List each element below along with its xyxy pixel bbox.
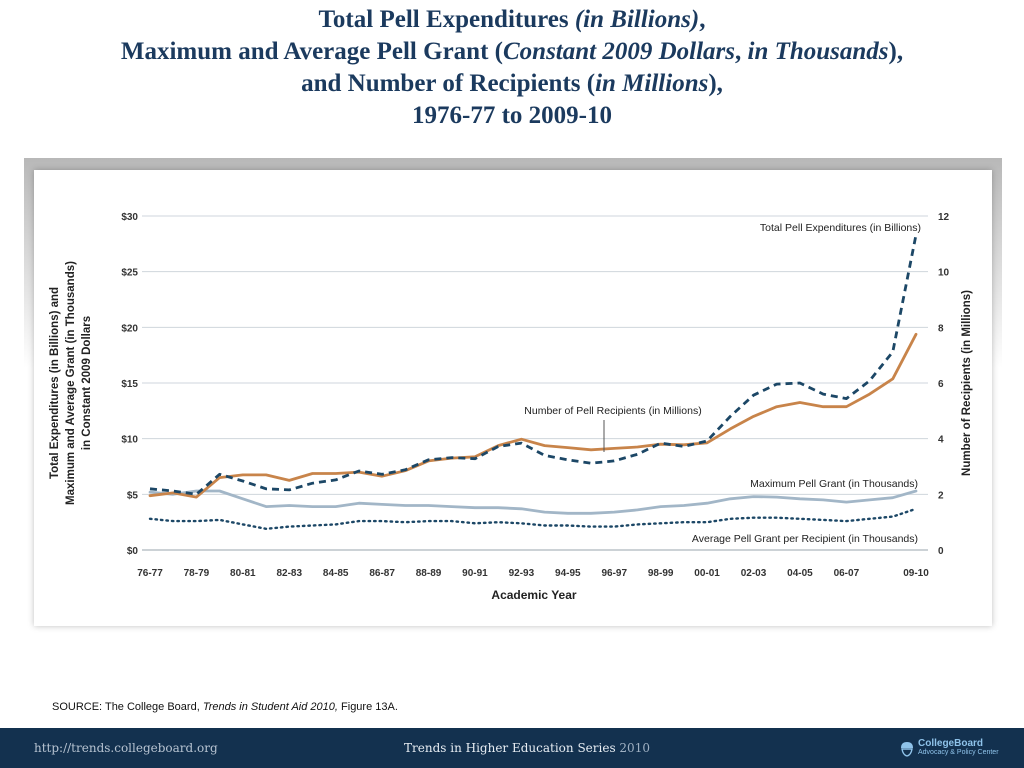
x-tick-label: 94-95 xyxy=(555,568,581,579)
y-right-tick-label: 2 xyxy=(938,490,944,501)
title-text: ), xyxy=(888,38,904,65)
y-right-tick-label: 10 xyxy=(938,268,950,279)
title-text: in Thousands xyxy=(747,38,889,65)
total-expenditures-line xyxy=(149,234,918,496)
y-right-axis-title: Number of Recipients (in Millions) xyxy=(961,290,973,476)
y-left-axis-title: Maximum and Average Grant (in Thousands) xyxy=(65,261,77,505)
source-text: SOURCE: The College Board, xyxy=(52,701,203,713)
x-tick-label: 76-77 xyxy=(137,568,163,579)
title-text: , xyxy=(699,6,706,33)
y-left-tick-label: $10 xyxy=(121,435,138,446)
title-text: Constant 2009 Dollars xyxy=(502,38,735,65)
collegeboard-logo: CollegeBoard Advocacy & Policy Center xyxy=(898,737,1018,761)
y-left-axis-title: Total Expenditures (in Billions) and xyxy=(49,287,61,479)
x-tick-label: 00-01 xyxy=(694,568,720,579)
chart-panel: $0 0 $5 2 $10 4 $15 6 $20 8 $25 10 $30 12 76-77 78-79 80… xyxy=(34,170,992,626)
recipients-line xyxy=(148,332,918,499)
x-axis-title: Academic Year xyxy=(491,588,577,602)
max-grant-line xyxy=(148,489,918,515)
axis-ticks: $0 0 $5 2 $10 4 $15 6 $20 8 $25 10 $30 12 76-77 78-79 80… xyxy=(121,212,949,579)
x-tick-label: 06-07 xyxy=(834,568,860,579)
title-line-4: 1976-77 to 2009-10 xyxy=(412,102,612,129)
chart-canvas: $0 0 $5 2 $10 4 $15 6 $20 8 $25 10 $30 12 76-77 78-79 80… xyxy=(49,212,973,602)
x-tick-label: 80-81 xyxy=(230,568,256,579)
x-tick-label: 09-10 xyxy=(903,568,929,579)
footer-url-link[interactable]: http://trends.collegeboard.org xyxy=(34,741,218,755)
y-right-tick-label: 8 xyxy=(938,323,944,334)
y-left-tick-label: $5 xyxy=(127,490,139,501)
annotations: Total Pell Expenditures (in Billions) Num… xyxy=(524,222,921,545)
y-right-tick-label: 0 xyxy=(938,546,944,557)
y-left-tick-label: $30 xyxy=(121,212,138,223)
title-text: and Number of Recipients ( xyxy=(301,70,596,97)
annotation-max-grant: Maximum Pell Grant (in Thousands) xyxy=(750,478,918,490)
footer-bar: http://trends.collegeboard.org Trends in… xyxy=(0,728,1024,768)
grid xyxy=(142,215,928,551)
avg-grant-line xyxy=(148,507,918,530)
x-tick-label: 88-89 xyxy=(416,568,442,579)
y-right-tick-label: 6 xyxy=(938,379,944,390)
source-text: Figure 13A. xyxy=(337,701,398,713)
x-tick-label: 90-91 xyxy=(462,568,488,579)
title-text: in Millions xyxy=(595,70,709,97)
x-tick-label: 82-83 xyxy=(276,568,302,579)
title-line-3: and Number of Recipients (in Millions), xyxy=(0,68,1024,100)
footer-series-year: 2010 xyxy=(619,741,650,755)
chart-title: Total Pell Expenditures (in Billions), M… xyxy=(0,4,1024,132)
logo-subtitle: Advocacy & Policy Center xyxy=(918,749,999,756)
axis-labels: Academic Year Total Expenditures (in Bill… xyxy=(49,261,973,602)
title-text: Maximum and Average Pell Grant ( xyxy=(120,38,503,65)
x-tick-label: 04-05 xyxy=(787,568,813,579)
y-right-tick-label: 12 xyxy=(938,212,950,223)
title-text: (in Billions) xyxy=(574,6,700,33)
source-note: SOURCE: The College Board, Trends in Stu… xyxy=(52,701,398,713)
y-left-tick-label: $15 xyxy=(121,379,138,390)
y-left-tick-label: $0 xyxy=(127,546,139,557)
footer-series-text: Trends in Higher Education Series xyxy=(404,741,620,755)
x-tick-label: 02-03 xyxy=(741,568,767,579)
y-left-axis-title: in Constant 2009 Dollars xyxy=(81,316,93,450)
acorn-logo-icon xyxy=(901,742,913,757)
source-publication: Trends in Student Aid 2010, xyxy=(202,701,338,713)
x-tick-label: 98-99 xyxy=(648,568,674,579)
annotation-recipients: Number of Pell Recipients (in Millions) xyxy=(524,405,701,417)
x-tick-label: 84-85 xyxy=(323,568,349,579)
x-tick-label: 96-97 xyxy=(601,568,627,579)
title-line-2: Maximum and Average Pell Grant (Constant… xyxy=(0,36,1024,68)
title-text: Total Pell Expenditures xyxy=(318,6,575,33)
x-tick-label: 92-93 xyxy=(509,568,535,579)
y-left-tick-label: $20 xyxy=(121,323,138,334)
title-text: , xyxy=(735,38,748,65)
logo-name: CollegeBoard xyxy=(918,738,984,749)
y-right-tick-label: 4 xyxy=(938,435,944,446)
x-tick-label: 78-79 xyxy=(184,568,210,579)
footer-series-title: Trends in Higher Education Series 2010 xyxy=(404,741,650,755)
x-tick-label: 86-87 xyxy=(369,568,395,579)
annotation-total-expenditures: Total Pell Expenditures (in Billions) xyxy=(760,222,921,234)
y-left-tick-label: $25 xyxy=(121,268,138,279)
series-lines xyxy=(148,234,918,530)
title-line-1: Total Pell Expenditures (in Billions), xyxy=(0,4,1024,36)
title-text: ), xyxy=(708,70,723,97)
annotation-avg-grant: Average Pell Grant per Recipient (in Tho… xyxy=(692,533,918,545)
